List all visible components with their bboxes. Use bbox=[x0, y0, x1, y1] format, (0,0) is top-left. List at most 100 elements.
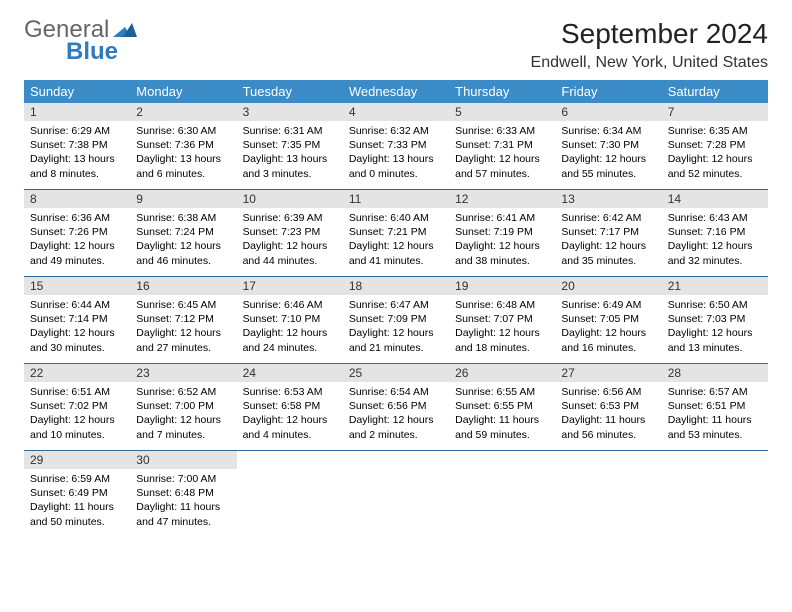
day-header: Thursday bbox=[449, 80, 555, 103]
day-info: Sunrise: 6:32 AMSunset: 7:33 PMDaylight:… bbox=[343, 124, 449, 181]
day-info: Sunrise: 6:38 AMSunset: 7:24 PMDaylight:… bbox=[130, 211, 236, 268]
calendar-cell: 13 Sunrise: 6:42 AMSunset: 7:17 PMDayligh… bbox=[555, 190, 661, 277]
location: Endwell, New York, United States bbox=[531, 54, 768, 72]
calendar-cell: 23Sunrise: 6:52 AMSunset: 7:00 PMDayligh… bbox=[130, 364, 236, 451]
day-info: Sunrise: 6:45 AMSunset: 7:12 PMDaylight:… bbox=[130, 298, 236, 355]
day-info-line: Sunrise: 6:32 AM bbox=[349, 124, 443, 138]
day-info-line: Sunrise: 6:39 AM bbox=[243, 211, 337, 225]
calendar-cell: 2Sunrise: 6:30 AMSunset: 7:36 PMDaylight… bbox=[130, 103, 236, 190]
day-info-line: and 56 minutes. bbox=[561, 428, 655, 442]
day-number: 13 bbox=[555, 190, 661, 208]
calendar-cell: 16 Sunrise: 6:45 AMSunset: 7:12 PMDayligh… bbox=[130, 277, 236, 364]
day-number: 16 bbox=[130, 277, 236, 295]
day-info-line: Sunrise: 6:56 AM bbox=[561, 385, 655, 399]
day-info-line: and 59 minutes. bbox=[455, 428, 549, 442]
day-info-line: and 35 minutes. bbox=[561, 254, 655, 268]
day-info-line: Sunrise: 6:57 AM bbox=[668, 385, 762, 399]
day-info-line: Sunrise: 6:35 AM bbox=[668, 124, 762, 138]
day-number: 26 bbox=[449, 364, 555, 382]
day-info-line: and 50 minutes. bbox=[30, 515, 124, 529]
day-number: 21 bbox=[662, 277, 768, 295]
day-info-line: Sunset: 7:33 PM bbox=[349, 138, 443, 152]
day-info-line: and 27 minutes. bbox=[136, 341, 230, 355]
calendar-cell bbox=[555, 451, 661, 538]
calendar-cell bbox=[237, 451, 343, 538]
calendar-cell: 10Sunrise: 6:39 AMSunset: 7:23 PMDayligh… bbox=[237, 190, 343, 277]
calendar-cell: 24 Sunrise: 6:53 AMSunset: 6:58 PMDayligh… bbox=[237, 364, 343, 451]
day-number: 24 bbox=[237, 364, 343, 382]
day-info: Sunrise: 6:36 AMSunset: 7:26 PMDaylight:… bbox=[24, 211, 130, 268]
week-row: 8 Sunrise: 6:36 AMSunset: 7:26 PMDaylight… bbox=[24, 190, 768, 277]
day-info-line: Daylight: 12 hours bbox=[455, 326, 549, 340]
day-info: Sunrise: 6:51 AMSunset: 7:02 PMDaylight:… bbox=[24, 385, 130, 442]
day-info-line: Daylight: 12 hours bbox=[30, 326, 124, 340]
day-info-line: Sunrise: 6:50 AM bbox=[668, 298, 762, 312]
day-info-line: Sunset: 7:36 PM bbox=[136, 138, 230, 152]
day-info-line: Sunrise: 6:42 AM bbox=[561, 211, 655, 225]
calendar-cell bbox=[343, 451, 449, 538]
day-info-line: Daylight: 12 hours bbox=[30, 239, 124, 253]
calendar-body: 1Sunrise: 6:29 AMSunset: 7:38 PMDaylight… bbox=[24, 103, 768, 537]
day-number: 12 bbox=[449, 190, 555, 208]
day-info-line: Sunset: 6:51 PM bbox=[668, 399, 762, 413]
day-number: 15 bbox=[24, 277, 130, 295]
calendar-cell: 1Sunrise: 6:29 AMSunset: 7:38 PMDaylight… bbox=[24, 103, 130, 190]
day-info-line: Sunrise: 6:53 AM bbox=[243, 385, 337, 399]
day-info: Sunrise: 6:59 AMSunset: 6:49 PMDaylight:… bbox=[24, 472, 130, 529]
day-info: Sunrise: 6:40 AMSunset: 7:21 PMDaylight:… bbox=[343, 211, 449, 268]
day-info-line: Sunset: 7:23 PM bbox=[243, 225, 337, 239]
month-title: September 2024 bbox=[531, 18, 768, 50]
day-info-line: and 44 minutes. bbox=[243, 254, 337, 268]
day-info-line: Sunset: 6:55 PM bbox=[455, 399, 549, 413]
day-info-line: Daylight: 12 hours bbox=[561, 152, 655, 166]
day-info: Sunrise: 6:49 AMSunset: 7:05 PMDaylight:… bbox=[555, 298, 661, 355]
day-info-line: Sunrise: 6:38 AM bbox=[136, 211, 230, 225]
day-info: Sunrise: 6:47 AMSunset: 7:09 PMDaylight:… bbox=[343, 298, 449, 355]
day-info-line: and 18 minutes. bbox=[455, 341, 549, 355]
day-info-line: Sunrise: 7:00 AM bbox=[136, 472, 230, 486]
calendar-cell bbox=[449, 451, 555, 538]
day-number: 8 bbox=[24, 190, 130, 208]
day-info-line: and 24 minutes. bbox=[243, 341, 337, 355]
day-info: Sunrise: 6:29 AMSunset: 7:38 PMDaylight:… bbox=[24, 124, 130, 181]
logo-text-blue: Blue bbox=[66, 40, 118, 64]
day-info: Sunrise: 6:42 AMSunset: 7:17 PMDaylight:… bbox=[555, 211, 661, 268]
day-info-line: and 32 minutes. bbox=[668, 254, 762, 268]
day-info: Sunrise: 6:39 AMSunset: 7:23 PMDaylight:… bbox=[237, 211, 343, 268]
calendar-cell: 30Sunrise: 7:00 AMSunset: 6:48 PMDayligh… bbox=[130, 451, 236, 538]
day-info-line: Sunrise: 6:40 AM bbox=[349, 211, 443, 225]
day-info-line: Sunset: 6:56 PM bbox=[349, 399, 443, 413]
day-info-line: and 16 minutes. bbox=[561, 341, 655, 355]
day-header: Tuesday bbox=[237, 80, 343, 103]
week-row: 1Sunrise: 6:29 AMSunset: 7:38 PMDaylight… bbox=[24, 103, 768, 190]
day-info-line: and 10 minutes. bbox=[30, 428, 124, 442]
day-info-line: Sunset: 7:24 PM bbox=[136, 225, 230, 239]
day-info-line: Daylight: 13 hours bbox=[30, 152, 124, 166]
day-info-line: Daylight: 12 hours bbox=[243, 413, 337, 427]
day-info-line: Sunrise: 6:47 AM bbox=[349, 298, 443, 312]
day-number: 29 bbox=[24, 451, 130, 469]
day-info: Sunrise: 6:54 AMSunset: 6:56 PMDaylight:… bbox=[343, 385, 449, 442]
day-number: 28 bbox=[662, 364, 768, 382]
day-number: 30 bbox=[130, 451, 236, 469]
calendar-cell: 4Sunrise: 6:32 AMSunset: 7:33 PMDaylight… bbox=[343, 103, 449, 190]
day-info-line: Sunrise: 6:49 AM bbox=[561, 298, 655, 312]
day-info: Sunrise: 6:41 AMSunset: 7:19 PMDaylight:… bbox=[449, 211, 555, 268]
day-info-line: Sunset: 7:21 PM bbox=[349, 225, 443, 239]
day-info-line: and 38 minutes. bbox=[455, 254, 549, 268]
calendar-cell: 5Sunrise: 6:33 AMSunset: 7:31 PMDaylight… bbox=[449, 103, 555, 190]
day-info-line: Sunset: 7:31 PM bbox=[455, 138, 549, 152]
day-info-line: Sunset: 7:30 PM bbox=[561, 138, 655, 152]
day-info: Sunrise: 6:50 AMSunset: 7:03 PMDaylight:… bbox=[662, 298, 768, 355]
day-info-line: Daylight: 13 hours bbox=[243, 152, 337, 166]
day-header: Saturday bbox=[662, 80, 768, 103]
day-info-line: and 21 minutes. bbox=[349, 341, 443, 355]
day-info-line: Sunset: 7:28 PM bbox=[668, 138, 762, 152]
calendar-cell: 6Sunrise: 6:34 AMSunset: 7:30 PMDaylight… bbox=[555, 103, 661, 190]
day-info-line: Sunset: 7:03 PM bbox=[668, 312, 762, 326]
day-info-line: Sunset: 7:19 PM bbox=[455, 225, 549, 239]
calendar-cell: 29 Sunrise: 6:59 AMSunset: 6:49 PMDayligh… bbox=[24, 451, 130, 538]
day-header: Sunday bbox=[24, 80, 130, 103]
day-info: Sunrise: 6:53 AMSunset: 6:58 PMDaylight:… bbox=[237, 385, 343, 442]
calendar-cell: 3Sunrise: 6:31 AMSunset: 7:35 PMDaylight… bbox=[237, 103, 343, 190]
